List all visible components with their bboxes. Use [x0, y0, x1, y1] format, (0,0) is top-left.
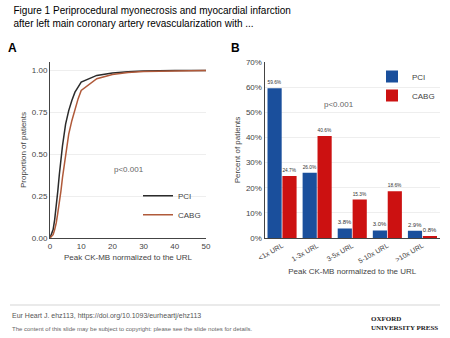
- svg-text:40%: 40%: [246, 133, 262, 142]
- svg-text:70%: 70%: [246, 58, 262, 67]
- svg-text:0.25: 0.25: [32, 192, 48, 201]
- svg-text:Figure 1 Periprocedural myonec: Figure 1 Periprocedural myonecrosis and …: [14, 5, 291, 29]
- svg-text:3.8%: 3.8%: [338, 219, 352, 225]
- svg-text:5-10x URL: 5-10x URL: [357, 242, 390, 265]
- svg-text:PCI: PCI: [178, 192, 191, 201]
- svg-text:1.00: 1.00: [32, 66, 48, 75]
- svg-text:10: 10: [77, 242, 86, 251]
- svg-text:20%: 20%: [246, 184, 262, 193]
- svg-text:PCI: PCI: [412, 73, 425, 82]
- svg-text:A: A: [8, 41, 17, 55]
- svg-text:26.0%: 26.0%: [303, 165, 317, 170]
- svg-text:20: 20: [108, 242, 117, 251]
- svg-text:0.50: 0.50: [32, 150, 48, 159]
- svg-text:3-5x URL: 3-5x URL: [325, 242, 354, 263]
- svg-text:0.8%: 0.8%: [423, 227, 437, 233]
- svg-text:OXFORDUNIVERSITY PRESS: OXFORDUNIVERSITY PRESS: [371, 315, 438, 332]
- svg-text:Peak CK-MB normalized to the U: Peak CK-MB normalized to the URL: [64, 253, 193, 262]
- svg-text:50%: 50%: [246, 108, 262, 117]
- svg-text:p<0.001: p<0.001: [324, 100, 354, 109]
- svg-text:CABG: CABG: [178, 211, 201, 220]
- svg-text:15.3%: 15.3%: [353, 192, 367, 197]
- svg-text:30: 30: [139, 242, 148, 251]
- svg-text:0.75: 0.75: [32, 108, 48, 117]
- svg-text:Proportion of patients: Proportion of patients: [19, 112, 28, 188]
- svg-text:1-3x URL: 1-3x URL: [290, 242, 319, 263]
- svg-text:CABG: CABG: [412, 92, 435, 101]
- svg-text:The content of this slide may: The content of this slide may be subject…: [12, 326, 252, 332]
- svg-text:24.7%: 24.7%: [282, 168, 296, 173]
- svg-text:59.6%: 59.6%: [268, 80, 282, 85]
- svg-text:Peak CK-MB normalized to the U: Peak CK-MB normalized to the URL: [288, 267, 417, 276]
- svg-text:18.6%: 18.6%: [388, 183, 402, 188]
- svg-text:>10x URL: >10x URL: [394, 242, 425, 264]
- svg-text:0.00: 0.00: [32, 234, 48, 243]
- svg-text:40: 40: [170, 242, 179, 251]
- svg-text:B: B: [231, 41, 240, 55]
- svg-text:0: 0: [48, 242, 53, 251]
- svg-text:30%: 30%: [246, 158, 262, 167]
- svg-text:Eur Heart J. ehz113, https://d: Eur Heart J. ehz113, https://doi.org/10.…: [12, 312, 201, 320]
- svg-text:40.6%: 40.6%: [318, 128, 332, 133]
- svg-text:Percent of patients: Percent of patients: [233, 117, 242, 184]
- svg-text:<1x URL: <1x URL: [257, 242, 284, 262]
- svg-text:50: 50: [202, 242, 211, 251]
- svg-text:3.0%: 3.0%: [373, 221, 387, 227]
- svg-text:p<0.001: p<0.001: [114, 165, 144, 174]
- svg-text:0%: 0%: [250, 234, 262, 243]
- svg-text:60%: 60%: [246, 83, 262, 92]
- svg-text:10%: 10%: [246, 209, 262, 218]
- svg-text:2.9%: 2.9%: [408, 222, 422, 228]
